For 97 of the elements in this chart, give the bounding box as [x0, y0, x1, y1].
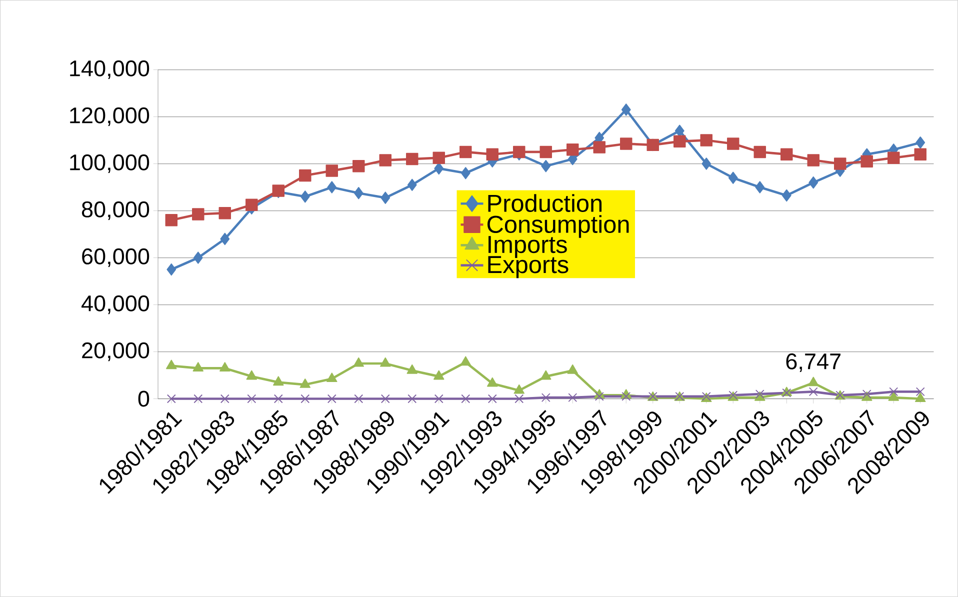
point	[593, 141, 606, 154]
point	[888, 152, 900, 164]
point	[808, 176, 818, 189]
point	[408, 394, 417, 404]
point	[326, 372, 338, 382]
point	[434, 394, 444, 404]
point	[541, 393, 550, 402]
point	[300, 378, 310, 388]
y-tick-label: 120,000	[70, 107, 150, 126]
point	[380, 192, 390, 204]
point	[808, 387, 818, 396]
point	[916, 136, 926, 149]
y-tick-label: 100,000	[70, 154, 150, 174]
y-tick-label: 140,000	[70, 60, 150, 80]
point	[700, 134, 712, 146]
point	[860, 155, 873, 168]
point	[434, 370, 444, 380]
point	[300, 394, 310, 404]
point	[808, 376, 819, 386]
point	[352, 160, 365, 172]
point	[727, 138, 740, 150]
point	[379, 154, 392, 166]
point	[220, 362, 230, 372]
point	[567, 364, 578, 374]
point	[166, 394, 176, 404]
point	[274, 394, 283, 404]
point	[220, 394, 230, 404]
point	[165, 214, 178, 226]
point	[541, 160, 551, 172]
point	[914, 148, 926, 161]
point	[194, 394, 203, 404]
point	[246, 370, 257, 380]
point	[193, 252, 203, 264]
data-label: 6,747	[786, 353, 840, 372]
y-tick-label: 60,000	[82, 248, 150, 268]
point	[807, 154, 820, 166]
point	[487, 377, 498, 387]
point	[782, 189, 792, 202]
point	[300, 190, 310, 203]
y-tick-label: 0	[138, 390, 150, 407]
point	[246, 198, 258, 212]
point	[728, 172, 738, 184]
point	[461, 394, 470, 404]
y-tick-label: 20,000	[82, 342, 150, 362]
point	[622, 392, 631, 401]
point	[755, 181, 765, 194]
point	[273, 376, 284, 386]
y-tick-label: 80,000	[82, 201, 150, 220]
point	[218, 207, 231, 220]
point	[566, 144, 579, 156]
point	[754, 146, 766, 158]
point	[380, 357, 391, 367]
point	[702, 158, 712, 170]
point	[916, 387, 925, 396]
point	[594, 392, 604, 401]
point	[406, 152, 418, 166]
point	[247, 394, 256, 404]
point	[514, 384, 524, 394]
point	[406, 364, 418, 374]
point	[834, 158, 846, 170]
point	[353, 357, 364, 367]
point	[780, 148, 793, 161]
point	[432, 152, 445, 164]
point	[380, 394, 390, 404]
legend-label: Imports	[488, 236, 567, 258]
point	[327, 394, 336, 404]
point	[326, 164, 338, 177]
y-tick-label: 40,000	[81, 295, 150, 314]
point	[540, 146, 552, 158]
point	[460, 167, 470, 180]
point	[889, 387, 898, 396]
point	[354, 187, 364, 200]
point	[486, 148, 498, 161]
point	[192, 362, 204, 372]
point	[888, 392, 899, 401]
point	[460, 146, 472, 158]
point	[166, 360, 177, 370]
point	[354, 394, 364, 404]
point	[621, 104, 631, 116]
legend-label: Production	[488, 194, 602, 212]
point	[407, 178, 417, 192]
point	[460, 356, 471, 366]
point	[166, 263, 176, 276]
legend-label: Consumption	[488, 215, 629, 238]
point	[327, 181, 337, 194]
point	[514, 394, 524, 404]
point	[299, 169, 312, 182]
point	[513, 146, 526, 158]
point	[220, 232, 230, 246]
point	[192, 208, 204, 220]
point	[488, 394, 497, 404]
point	[540, 370, 552, 380]
point	[620, 138, 632, 150]
point	[915, 392, 926, 402]
point	[674, 135, 686, 148]
point	[568, 393, 578, 402]
legend-label: Exports	[488, 256, 568, 278]
